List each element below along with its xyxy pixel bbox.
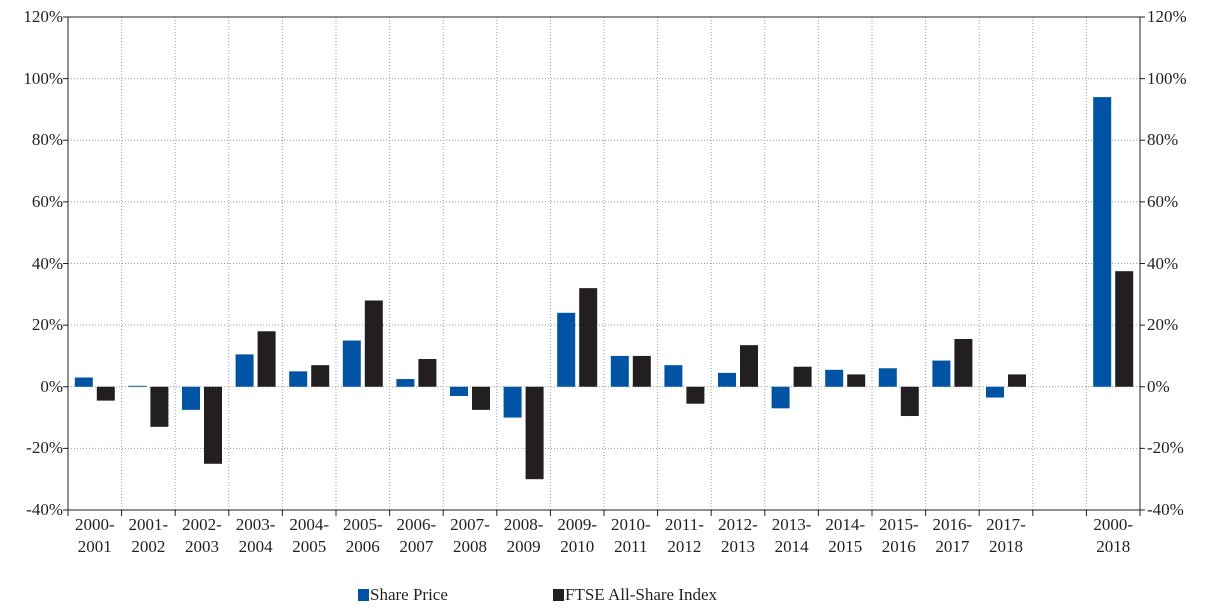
y2-tick-label: -20% <box>1147 438 1184 458</box>
x-tick-label: 2017-2018 <box>986 515 1026 556</box>
y2-tick-label: 80% <box>1147 130 1179 150</box>
bar <box>718 372 736 387</box>
bar <box>342 340 361 387</box>
y2-tick-label: 20% <box>1147 315 1179 335</box>
y-tick-label: -40% <box>26 500 63 519</box>
x-tick-label: 2012-2013 <box>718 515 758 556</box>
y2-tick-label: -40% <box>1147 500 1184 519</box>
legend-swatch <box>358 589 369 601</box>
y-tick-label: 60% <box>31 191 63 211</box>
y-tick-label: 80% <box>31 130 63 150</box>
bar <box>204 386 222 464</box>
legend-swatch <box>553 589 564 601</box>
x-tick-label: 2013-2014 <box>771 515 812 556</box>
bar <box>96 386 115 401</box>
bar <box>150 386 169 427</box>
bar <box>396 379 415 387</box>
x-tick-label: 2007-2008 <box>450 515 490 556</box>
bar <box>1008 374 1026 387</box>
y2-tick-label: 40% <box>1147 253 1179 273</box>
bar <box>664 365 683 387</box>
x-tick-label: 2011-2012 <box>664 515 704 556</box>
bar <box>235 354 254 387</box>
x-tick-label: 2010-2011 <box>610 515 651 556</box>
x-tick-label: 2002-2003 <box>182 515 222 556</box>
bar <box>1115 271 1134 387</box>
bar <box>128 385 147 387</box>
bar <box>311 365 330 387</box>
legend-label: Share Price <box>370 585 448 604</box>
x-tick-label: 2009-2010 <box>557 515 598 556</box>
bar <box>503 386 522 418</box>
bar <box>610 355 629 387</box>
x-tick-label: 2016-2017 <box>932 515 973 556</box>
bar <box>740 345 758 387</box>
bar <box>878 368 897 387</box>
bar <box>954 338 973 387</box>
bar <box>74 377 93 387</box>
y-tick-label: -20% <box>26 438 63 458</box>
x-tick-label: 2006-2007 <box>396 515 437 556</box>
y2-tick-label: 60% <box>1147 191 1179 211</box>
y-tick-label: 40% <box>31 253 63 273</box>
bar <box>771 386 790 409</box>
x-tick-label: 2015-2016 <box>878 515 919 556</box>
bar <box>825 369 844 387</box>
bar <box>364 300 383 387</box>
x-tick-label: 2003-2004 <box>235 515 276 556</box>
x-tick-label: 2001-2002 <box>128 515 169 556</box>
bar <box>793 366 812 387</box>
y-tick-label: 100% <box>23 68 63 88</box>
bar <box>525 386 544 480</box>
bar <box>632 355 651 387</box>
bar <box>182 386 200 410</box>
x-tick-label: 2004-2005 <box>289 515 330 556</box>
bar <box>579 288 598 387</box>
y-tick-label: 120% <box>23 7 63 26</box>
bar <box>900 386 919 417</box>
bar <box>847 374 866 387</box>
bar <box>289 371 308 387</box>
y-tick-label: 0% <box>40 376 63 396</box>
bar <box>686 386 705 404</box>
bar <box>418 359 437 387</box>
bar <box>932 360 951 387</box>
legend-label: FTSE All-Share Index <box>565 585 718 604</box>
plot-frame <box>67 16 1141 511</box>
y2-tick-label: 100% <box>1147 68 1187 88</box>
bar <box>986 386 1004 398</box>
x-tick-label: 2005-2006 <box>342 515 383 556</box>
bar <box>450 386 468 396</box>
bar <box>557 312 576 387</box>
y-tick-label: 20% <box>31 315 63 335</box>
x-tick-label: 2008-2009 <box>503 515 544 556</box>
x-tick-label: 2000-2018 <box>1093 515 1134 556</box>
y2-tick-label: 120% <box>1147 7 1187 26</box>
bar <box>472 386 490 410</box>
bar <box>257 331 276 387</box>
x-tick-label: 2000-2001 <box>74 515 115 556</box>
y2-tick-label: 0% <box>1147 376 1170 396</box>
bar <box>1093 97 1112 387</box>
x-tick-label: 2014-2015 <box>825 515 866 556</box>
